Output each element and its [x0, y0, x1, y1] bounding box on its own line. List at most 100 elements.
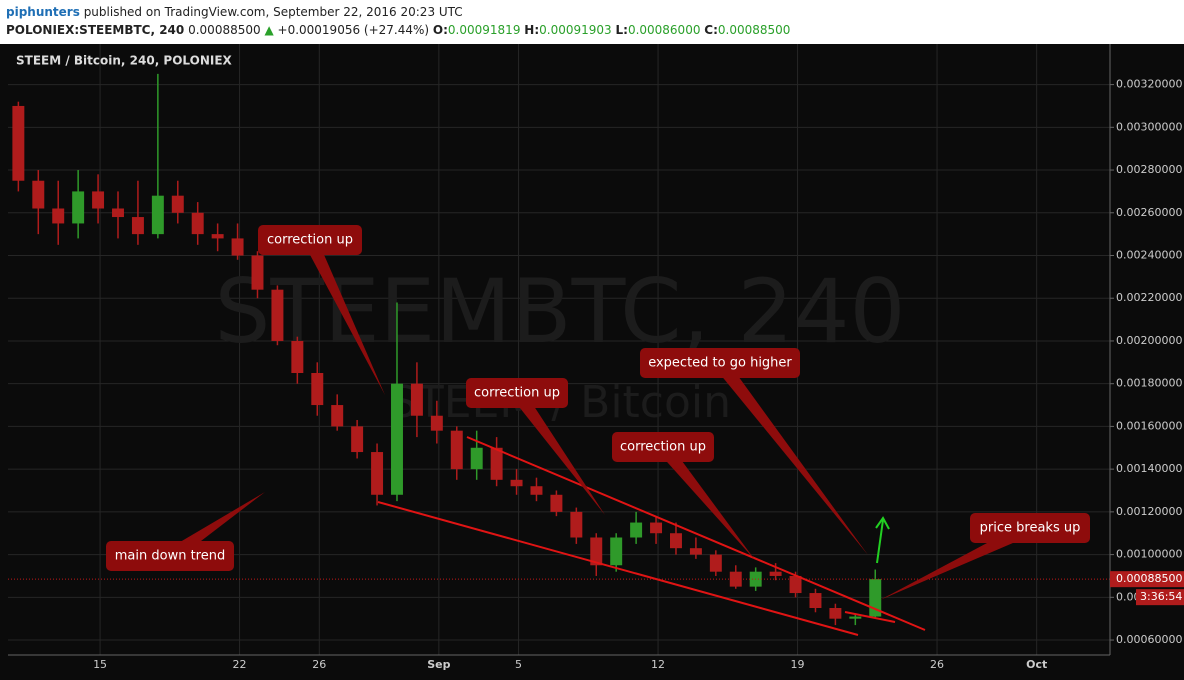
y-tick-label: 0.00180000 [1116, 377, 1182, 390]
candle-body [391, 383, 403, 495]
candle-body [410, 383, 423, 416]
ohlc-value: 0.00088500 [718, 23, 791, 37]
ohlc-value: 0.00091819 [448, 23, 521, 37]
callout-box [106, 541, 234, 571]
callout-pointer [714, 358, 868, 555]
candle-body [789, 575, 802, 594]
candle-body [291, 340, 304, 373]
x-tick-label: Oct [1026, 658, 1047, 671]
chart-bg [0, 44, 1184, 680]
trendlines [377, 436, 926, 636]
ohlc-value: 0.00091903 [539, 23, 612, 37]
x-tick-label: 22 [233, 658, 247, 671]
candle-body [171, 195, 184, 213]
callout-text: expected to go higher [648, 356, 792, 371]
ohlc-value: 0.00086000 [628, 23, 701, 37]
countdown-box [1136, 589, 1184, 606]
candle-body [550, 494, 563, 512]
candle-body [271, 289, 284, 341]
candle-body [251, 255, 264, 290]
candle-body [869, 579, 882, 617]
candle-body [510, 479, 523, 487]
candle-body [151, 195, 164, 235]
y-tick-label: 0.00220000 [1116, 291, 1182, 304]
callout-text: correction up [474, 386, 560, 401]
x-tick-label: 5 [515, 658, 522, 671]
x-tick-label: 19 [791, 658, 805, 671]
candle-body [112, 208, 124, 218]
callout-pointer [657, 442, 755, 560]
published: published on TradingView.com, September … [84, 5, 463, 19]
callout-box [612, 432, 714, 462]
x-tick-label: 15 [93, 658, 107, 671]
x-tick-label: 26 [930, 658, 944, 671]
candle-body [470, 447, 483, 470]
countdown: 3:36:54 [1140, 590, 1182, 603]
candle-body [729, 571, 742, 587]
header-bg [0, 0, 1184, 44]
candle-body [191, 212, 204, 235]
y-tick-label: 0.00100000 [1116, 548, 1182, 561]
candle-body [829, 608, 842, 619]
candle-body [231, 238, 244, 256]
symbol: POLONIEX:STEEMBTC, 240 [6, 23, 184, 37]
y-tick-label: 0.00060000 [1116, 633, 1182, 646]
last-price-box [1110, 571, 1184, 588]
price: 0.00088500 [188, 23, 261, 37]
up-arrow: ▲ [264, 23, 274, 37]
candle-body [371, 452, 384, 495]
candle-body [430, 415, 443, 431]
candle-body [809, 593, 822, 608]
x-tick-label: 26 [312, 658, 326, 671]
author[interactable]: piphunters [6, 5, 80, 19]
change: +0.00019056 (+27.44%) [278, 23, 430, 37]
ohlc-label: L: [615, 23, 627, 37]
candle-body [689, 548, 702, 555]
ohlc-label: H: [524, 23, 539, 37]
candle-body [351, 426, 364, 453]
header-line: piphunters published on TradingView.com,… [6, 5, 463, 19]
callout-text: correction up [267, 233, 353, 248]
trendline [377, 501, 859, 636]
chart-title: STEEM / Bitcoin, 240, POLONIEX [16, 54, 233, 68]
last-price-label: 0.00088500 [1116, 572, 1182, 585]
candle-body [131, 217, 144, 235]
trendline [844, 611, 896, 623]
ohlc-label: C: [704, 23, 718, 37]
candle-body [769, 571, 782, 576]
candle-body [72, 191, 85, 224]
y-tick-label: 0.00160000 [1116, 419, 1182, 432]
candle-body [12, 105, 25, 181]
y-tick-label: 0.00280000 [1116, 163, 1182, 176]
y-tick-label: 0.00320000 [1116, 78, 1182, 91]
candle-body [669, 533, 682, 549]
trendline [466, 436, 926, 631]
candle-body [630, 522, 643, 538]
candle-body [311, 373, 324, 406]
callout-box [970, 513, 1090, 543]
ohlc-label: O: [433, 23, 448, 37]
callout-box [466, 378, 568, 408]
callout-box [640, 348, 800, 378]
callout-text: price breaks up [980, 521, 1081, 536]
candle-body [211, 234, 224, 239]
callout-pointer [511, 388, 605, 515]
y-tick-label: 0.00240000 [1116, 249, 1182, 262]
candle-body [32, 180, 45, 209]
candle-body [610, 537, 623, 566]
arrow [875, 516, 890, 564]
y-tick-label: 0.00300000 [1116, 120, 1182, 133]
y-tick-label: 0.00140000 [1116, 462, 1182, 475]
candle-body [52, 208, 65, 224]
callout-text: correction up [620, 440, 706, 455]
candle-body [650, 522, 663, 534]
y-tick-label: 0.00200000 [1116, 334, 1182, 347]
candle-body [849, 616, 862, 619]
candle-body [331, 405, 344, 427]
candle-body [590, 537, 603, 566]
x-tick-label: 12 [651, 658, 665, 671]
y-tick-label: 0.00120000 [1116, 505, 1182, 518]
watermark: STEEMBTC, 240 [214, 260, 905, 363]
y-tick-label: 0.00260000 [1116, 206, 1182, 219]
